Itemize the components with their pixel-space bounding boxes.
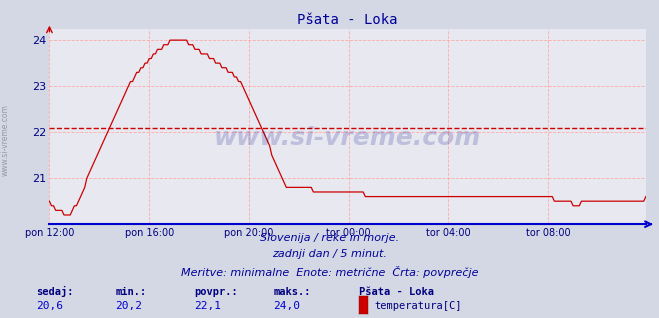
Text: Meritve: minimalne  Enote: metrične  Črta: povprečje: Meritve: minimalne Enote: metrične Črta:… xyxy=(181,266,478,278)
Text: sedaj:: sedaj: xyxy=(36,286,74,297)
Text: min.:: min.: xyxy=(115,287,146,297)
Text: Pšata - Loka: Pšata - Loka xyxy=(359,287,434,297)
Title: Pšata - Loka: Pšata - Loka xyxy=(297,13,398,27)
Text: 22,1: 22,1 xyxy=(194,301,221,311)
Text: Slovenija / reke in morje.: Slovenija / reke in morje. xyxy=(260,233,399,243)
Text: 24,0: 24,0 xyxy=(273,301,301,311)
Text: www.si-vreme.com: www.si-vreme.com xyxy=(214,126,481,150)
Text: 20,2: 20,2 xyxy=(115,301,142,311)
Text: maks.:: maks.: xyxy=(273,287,311,297)
Text: zadnji dan / 5 minut.: zadnji dan / 5 minut. xyxy=(272,249,387,259)
Text: temperatura[C]: temperatura[C] xyxy=(374,301,462,311)
Text: www.si-vreme.com: www.si-vreme.com xyxy=(1,104,10,176)
Text: povpr.:: povpr.: xyxy=(194,287,238,297)
Text: 20,6: 20,6 xyxy=(36,301,63,311)
